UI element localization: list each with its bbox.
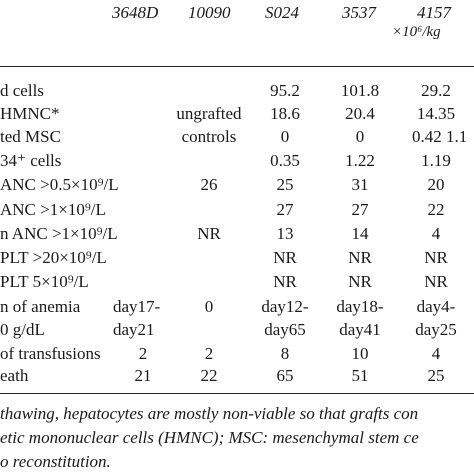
row-label: n of anemia [0, 297, 81, 316]
cell-s024: 27 [276, 200, 294, 219]
cell-4157: 4 [431, 344, 441, 363]
cell-3537: 20.4 [345, 104, 375, 123]
cell-3537: 14 [351, 224, 369, 243]
cell-10090: controls [181, 127, 237, 146]
row-label: 34⁺ cells [0, 151, 62, 170]
row-label: HMNC* [0, 104, 60, 123]
cell-4157: NR [424, 248, 448, 267]
cell-10090: 0 [204, 297, 214, 316]
cell-10090: ungrafted [176, 104, 242, 123]
row-label: of transfusions [0, 344, 101, 363]
cell-10090: 26 [200, 175, 218, 194]
cell-3648D: 2 [138, 344, 148, 363]
footnote-line-3: o reconstitution. [0, 452, 111, 471]
cell-s024: day12- [261, 297, 309, 316]
cell-4157: 4 [431, 224, 441, 243]
unit-label: ×10⁶/kg [392, 24, 441, 40]
cell-s024: 65 [276, 366, 294, 385]
row-label: PLT 5×10⁹/L [0, 272, 89, 291]
cell-4157: day4- [416, 297, 456, 316]
footnote-line-2: etic mononuclear cells (HMNC); MSC: mese… [0, 428, 419, 447]
cell-3648D: day21 [113, 320, 155, 339]
cell-3648D: day17- [113, 297, 161, 316]
cell-s024: 13 [276, 224, 294, 243]
cell-3537: 101.8 [340, 81, 380, 100]
column-header-3537: 3537 [342, 3, 376, 22]
footer-rule [0, 393, 474, 394]
cell-3537: 1.22 [345, 151, 375, 170]
cell-s024: 8 [280, 344, 290, 363]
row-label: ANC >0.5×10⁹/L [0, 175, 119, 194]
row-label: 0 g/dL [0, 320, 45, 339]
cell-s024: 18.6 [270, 104, 300, 123]
footnote-line-1: thawing, hepatocytes are mostly non-viab… [0, 404, 419, 423]
cell-s024: 95.2 [270, 81, 300, 100]
cell-s024: 0.35 [270, 151, 300, 170]
cell-3537: NR [348, 248, 372, 267]
cell-3537: 10 [351, 344, 369, 363]
cell-s024: day65 [264, 320, 306, 339]
column-header-4157: 4157 [417, 3, 451, 22]
cell-3537: 27 [351, 200, 369, 219]
column-header-10090: 10090 [188, 3, 231, 22]
row-label: n ANC >1×10⁹/L [0, 224, 118, 243]
cell-4157: 0.42 1.1 [412, 127, 468, 146]
column-header-3648D: 3648D [112, 3, 159, 22]
row-label: ANC >1×10⁹/L [0, 200, 106, 219]
cell-4157: 29.2 [421, 81, 451, 100]
cell-4157: 14.35 [416, 104, 456, 123]
cell-s024: NR [273, 248, 297, 267]
cell-10090: 22 [200, 366, 218, 385]
cell-4157: 1.19 [421, 151, 451, 170]
column-header-S024: S024 [265, 3, 299, 22]
cell-4157: 25 [427, 366, 445, 385]
cell-3537: day18- [336, 297, 384, 316]
cell-s024: 25 [276, 175, 294, 194]
cell-s024: 0 [280, 127, 290, 146]
cell-3537: 51 [351, 366, 369, 385]
row-label: PLT >20×10⁹/L [0, 248, 107, 267]
cell-3648D: 21 [134, 366, 152, 385]
cell-4157: 20 [427, 175, 445, 194]
row-label: ted MSC [0, 127, 61, 146]
cell-10090: 2 [204, 344, 214, 363]
cell-3537: 31 [351, 175, 369, 194]
header-rule [0, 66, 474, 67]
cell-4157: NR [424, 272, 448, 291]
cell-s024: NR [273, 272, 297, 291]
cell-10090: NR [197, 224, 221, 243]
cell-3537: 0 [355, 127, 365, 146]
cell-3537: day41 [339, 320, 381, 339]
row-label: eath [0, 366, 29, 385]
cell-4157: 22 [427, 200, 445, 219]
cell-4157: day25 [415, 320, 457, 339]
cell-3537: NR [348, 272, 372, 291]
row-label: d cells [0, 81, 44, 100]
